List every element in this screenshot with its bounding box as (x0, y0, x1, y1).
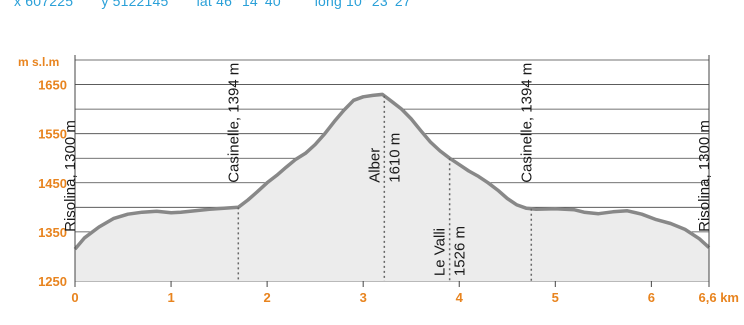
annotations: Risolina, 1300 m Casinelle, 1394 m Alber 16… (62, 55, 713, 281)
axes: 1250 1350 1450 1550 1650 m s.l.m 0 1 2 3 4 5 6 6,6 km (18, 55, 739, 305)
annotation-label: 1526 m (452, 226, 469, 276)
y-tick-label: 1650 (38, 78, 67, 93)
annotation-label: Casinelle, 1394 m (518, 63, 535, 183)
y-tick-label: 1550 (38, 127, 67, 142)
annotation-label: 1610 m (386, 133, 403, 183)
y-tick-label: 1350 (38, 225, 67, 240)
x-tick-label: 5 (552, 290, 559, 305)
profile-line (73, 92, 711, 251)
x-tick-label: 2 (264, 290, 271, 305)
annotation-label: Alber (366, 148, 383, 183)
coord-y: y 5122145 (101, 0, 169, 9)
profile-area (73, 92, 711, 282)
coord-x: x 607225 (14, 0, 74, 9)
annotation-label: Casinelle, 1394 m (225, 63, 242, 183)
annotation-label: Risolina, 1300 m (62, 120, 79, 232)
x-tick-label: 3 (360, 290, 367, 305)
y-tick-label: 1450 (38, 176, 67, 191)
annotation-label: Risolina, 1300 m (696, 120, 713, 232)
profile-fill (75, 94, 709, 282)
x-tick-label: 1 (167, 290, 174, 305)
coord-long: long 10° 23' 27'' (314, 0, 417, 9)
y-axis-label: m s.l.m (18, 55, 59, 69)
x-tick-label: 0 (71, 290, 78, 305)
coordinates-header: x 607225 y 5122145 lat 46° 14' 40'' long… (14, 0, 441, 9)
x-tick-label: 6 (648, 290, 655, 305)
annotation-label: Le Valli (432, 228, 449, 276)
y-tick-label: 1250 (38, 274, 67, 289)
x-unit-label: 6,6 km (699, 290, 739, 305)
coord-lat: lat 46° 14' 40'' (196, 0, 287, 9)
x-tick-label: 4 (456, 290, 464, 305)
